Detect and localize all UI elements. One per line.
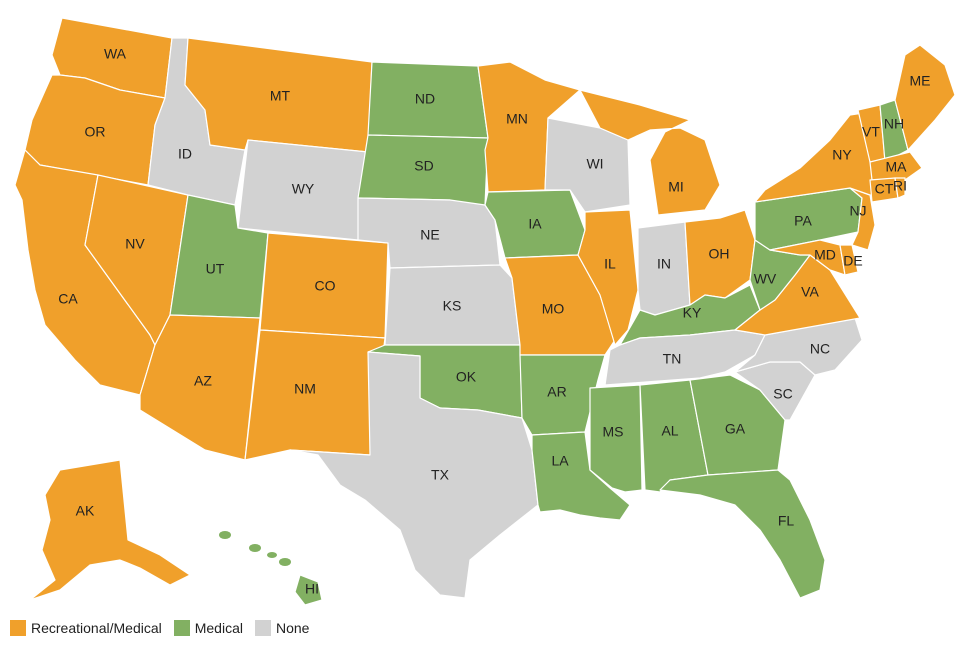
state-label-sd: SD bbox=[414, 158, 433, 174]
state-label-ar: AR bbox=[547, 384, 566, 400]
state-label-ny: NY bbox=[832, 147, 852, 163]
state-label-mi: MI bbox=[668, 179, 684, 195]
state-label-ok: OK bbox=[456, 369, 477, 385]
legend-label-recreational: Recreational/Medical bbox=[31, 620, 162, 636]
state-label-fl: FL bbox=[778, 513, 795, 529]
state-label-hi: HI bbox=[305, 581, 319, 597]
state-hi-island bbox=[279, 558, 291, 566]
state-label-tn: TN bbox=[663, 351, 682, 367]
state-label-md: MD bbox=[814, 247, 836, 263]
state-label-ak: AK bbox=[76, 503, 95, 519]
state-label-wy: WY bbox=[292, 181, 315, 197]
state-mi bbox=[579, 89, 721, 216]
state-label-in: IN bbox=[657, 256, 671, 272]
state-hi-island bbox=[249, 544, 261, 552]
legend-swatch-recreational bbox=[10, 620, 26, 636]
state-label-id: ID bbox=[178, 146, 192, 162]
state-label-nm: NM bbox=[294, 381, 316, 397]
state-label-nj: NJ bbox=[849, 203, 866, 219]
state-hi-island bbox=[267, 552, 277, 558]
legend-item-none: None bbox=[254, 620, 310, 636]
state-label-ks: KS bbox=[443, 298, 462, 314]
state-tx bbox=[289, 351, 539, 599]
state-label-mo: MO bbox=[542, 301, 565, 317]
state-label-ri: RI bbox=[893, 178, 907, 194]
state-label-nc: NC bbox=[810, 341, 830, 357]
state-nj bbox=[849, 187, 876, 251]
state-label-va: VA bbox=[801, 284, 819, 300]
state-me bbox=[894, 44, 956, 151]
state-label-ia: IA bbox=[528, 216, 542, 232]
state-label-az: AZ bbox=[194, 373, 212, 389]
state-label-co: CO bbox=[315, 278, 336, 294]
state-label-ms: MS bbox=[603, 424, 624, 440]
state-md bbox=[769, 239, 846, 276]
state-hi bbox=[294, 574, 323, 606]
state-label-ct: CT bbox=[875, 181, 894, 197]
state-ri bbox=[894, 177, 906, 199]
state-label-ma: MA bbox=[886, 159, 908, 175]
state-label-mn: MN bbox=[506, 111, 528, 127]
legend-item-recreational: Recreational/Medical bbox=[10, 620, 162, 636]
legend-swatch-none bbox=[254, 620, 271, 636]
state-az bbox=[139, 314, 261, 461]
state-ma bbox=[869, 151, 923, 181]
state-label-ne: NE bbox=[420, 227, 439, 243]
state-label-ga: GA bbox=[725, 421, 746, 437]
state-label-tx: TX bbox=[431, 467, 450, 483]
state-label-wa: WA bbox=[104, 46, 127, 62]
state-de bbox=[839, 244, 859, 276]
legend-swatch-medical bbox=[173, 620, 190, 636]
state-label-al: AL bbox=[661, 423, 678, 439]
state-label-vt: VT bbox=[862, 124, 880, 140]
state-label-or: OR bbox=[85, 124, 106, 140]
state-label-il: IL bbox=[604, 256, 616, 272]
state-label-wi: WI bbox=[586, 156, 603, 172]
state-label-la: LA bbox=[551, 453, 569, 469]
state-label-de: DE bbox=[843, 253, 862, 269]
state-label-sc: SC bbox=[773, 386, 792, 402]
state-label-oh: OH bbox=[709, 246, 730, 262]
state-label-ky: KY bbox=[683, 305, 702, 321]
state-label-ca: CA bbox=[58, 291, 78, 307]
legend-label-medical: Medical bbox=[194, 620, 243, 636]
state-label-nh: NH bbox=[884, 116, 904, 132]
state-label-mt: MT bbox=[270, 88, 291, 104]
state-ak bbox=[29, 459, 191, 601]
state-ar bbox=[519, 354, 606, 436]
state-label-nd: ND bbox=[415, 91, 435, 107]
state-label-pa: PA bbox=[794, 213, 812, 229]
state-nc bbox=[734, 317, 863, 376]
state-fl bbox=[659, 469, 826, 599]
state-hi-island bbox=[219, 531, 231, 539]
state-label-me: ME bbox=[910, 73, 931, 89]
legend-item-medical: Medical bbox=[173, 620, 243, 636]
state-il bbox=[577, 209, 639, 346]
state-label-nv: NV bbox=[125, 236, 145, 252]
state-label-ut: UT bbox=[206, 261, 225, 277]
legend-label-none: None bbox=[275, 620, 310, 636]
state-label-wv: WV bbox=[754, 271, 777, 287]
legend: Recreational/Medical Medical None bbox=[10, 620, 321, 636]
